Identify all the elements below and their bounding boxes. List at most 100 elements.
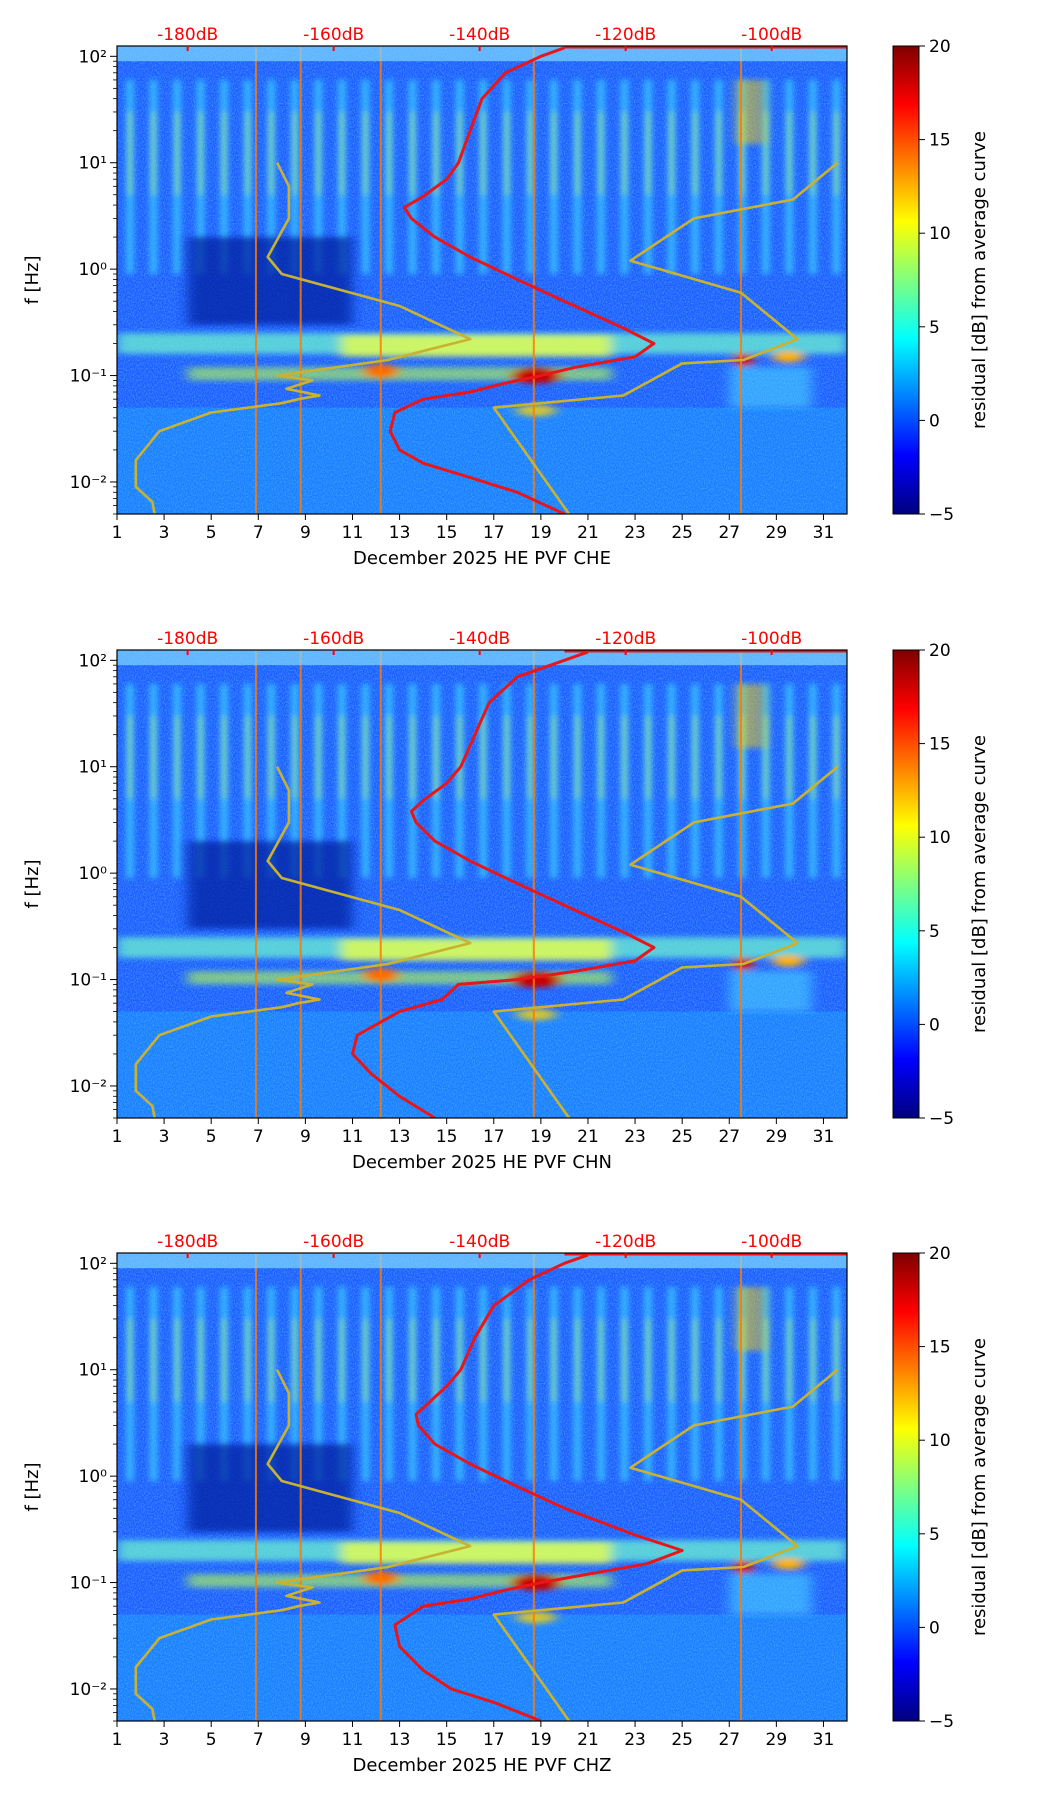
colorbar-tick-label: 0 <box>929 411 940 431</box>
daily-streak-core <box>810 111 815 195</box>
db-axis: -180dB -160dB -140dB -120dB -100dB <box>157 1232 802 1258</box>
daily-streak-core <box>528 111 533 195</box>
daily-streak-core <box>551 1318 556 1402</box>
daily-streak-core <box>646 1318 651 1402</box>
x-tick-label: 15 <box>436 523 458 543</box>
y-axis-label: f [Hz] <box>22 255 43 304</box>
daily-streak-core <box>127 111 132 195</box>
db-tick-label: -140dB <box>449 629 510 649</box>
daily-streaks <box>125 683 841 879</box>
x-tick-label: 29 <box>766 523 788 543</box>
x-tick-label: 29 <box>766 1127 788 1147</box>
x-tick-label: 5 <box>206 523 217 543</box>
x-tick-label: 23 <box>624 1127 646 1147</box>
colorbar-tick-label: 20 <box>929 1244 951 1264</box>
db-tick-label: -160dB <box>303 629 364 649</box>
x-tick-label: 5 <box>206 1730 217 1750</box>
daily-streak-core <box>386 111 391 195</box>
daily-streak-core <box>693 1318 698 1402</box>
colorbar-tick-label: −5 <box>929 505 954 525</box>
daily-streak-core <box>716 111 721 195</box>
colorbar-tick-label: 20 <box>929 37 951 57</box>
colorbar-tick-label: 0 <box>929 1015 940 1035</box>
colorbar-tick-label: 20 <box>929 641 951 661</box>
colorbar-tick-label: 15 <box>929 1338 951 1358</box>
colorbar-label: residual [dB] from average curve <box>969 131 990 429</box>
y-tick-label: 10⁻² <box>70 1077 107 1097</box>
x-tick-label: 11 <box>342 1127 364 1147</box>
daily-streak-core <box>693 111 698 195</box>
daily-streak-core <box>598 111 603 195</box>
x-tick-label: 31 <box>813 1127 835 1147</box>
daily-streak-core <box>622 111 627 195</box>
top-strip <box>117 46 847 62</box>
db-tick-label: -120dB <box>595 1232 656 1252</box>
db-tick-label: -180dB <box>157 629 218 649</box>
hot-spot <box>772 350 805 363</box>
db-tick-label: -100dB <box>741 25 802 45</box>
db-axis: -180dB -160dB -140dB -120dB -100dB <box>157 25 802 51</box>
y-tick-label: 10⁻² <box>70 473 107 493</box>
daily-streak-core <box>669 1318 674 1402</box>
y-tick-label: 10⁻¹ <box>70 971 107 991</box>
hot-spot <box>516 1611 557 1624</box>
x-tick-label: 31 <box>813 523 835 543</box>
daily-streak-core <box>245 111 250 195</box>
colorbar-tick-label: −5 <box>929 1109 954 1129</box>
colorbar-tick-label: 15 <box>929 131 951 151</box>
daily-streak-core <box>740 111 745 195</box>
db-tick-label: -120dB <box>595 629 656 649</box>
y-tick-label: 10² <box>79 1254 107 1274</box>
x-tick-label: 31 <box>813 1730 835 1750</box>
plot-frame <box>116 649 848 1119</box>
x-axis-label: December 2025 HE PVF CHZ <box>353 1755 612 1776</box>
daily-streak-core <box>127 715 132 799</box>
low-noise-model-curve <box>134 1369 472 1721</box>
daily-streaks <box>125 1286 841 1482</box>
x-tick-label: 21 <box>577 523 599 543</box>
daily-streak-core <box>198 715 203 799</box>
x-tick-label: 11 <box>342 1730 364 1750</box>
daily-streak-core <box>457 715 462 799</box>
colorbar-label: residual [dB] from average curve <box>969 1338 990 1636</box>
x-axis-label: December 2025 HE PVF CHE <box>353 548 611 569</box>
daily-streak-core <box>410 111 415 195</box>
daily-streak-core <box>693 715 698 799</box>
x-tick-label: 27 <box>718 1730 740 1750</box>
daily-streak-core <box>504 1318 509 1402</box>
daily-streak-core <box>787 111 792 195</box>
mean-psd-curve <box>388 46 656 514</box>
colorbar-tick-label: 5 <box>929 1525 940 1545</box>
daily-streak-core <box>316 1318 321 1402</box>
daily-streak-core <box>669 111 674 195</box>
db-tick-label: -100dB <box>741 629 802 649</box>
x-tick-label: 25 <box>671 523 693 543</box>
daily-streak-core <box>386 1318 391 1402</box>
daily-streak-core <box>598 715 603 799</box>
daily-streak-core <box>410 1318 415 1402</box>
daily-streak-core <box>481 1318 486 1402</box>
x-tick-label: 13 <box>389 1127 411 1147</box>
db-tick-label: -120dB <box>595 25 656 45</box>
daily-streak-core <box>669 715 674 799</box>
colorbar-gradient <box>892 45 920 515</box>
x-tick-label: 7 <box>253 523 264 543</box>
daily-streak-core <box>363 1318 368 1402</box>
x-tick-label: 9 <box>300 1730 311 1750</box>
colorbar-label: residual [dB] from average curve <box>969 735 990 1033</box>
y-tick-label: 10¹ <box>79 154 107 174</box>
daily-streak-core <box>434 111 439 195</box>
daily-streak-core <box>598 1318 603 1402</box>
daily-streak-core <box>245 715 250 799</box>
mean-psd-curve <box>393 1253 684 1721</box>
daily-streak-core <box>339 1318 344 1402</box>
colorbar-tick-label: 10 <box>929 224 951 244</box>
plot-frame <box>116 1252 848 1722</box>
x-tick-label: 13 <box>389 1730 411 1750</box>
colorbar-gradient <box>892 649 920 1119</box>
high-noise-model-curve <box>492 765 839 1118</box>
